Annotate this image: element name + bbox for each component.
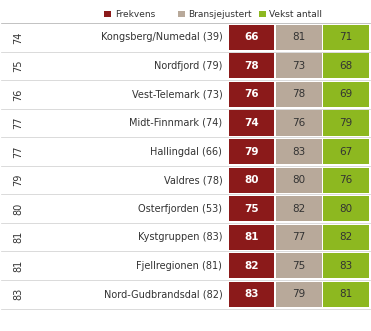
Text: 81: 81: [292, 32, 305, 42]
FancyBboxPatch shape: [178, 11, 185, 17]
FancyBboxPatch shape: [229, 53, 275, 78]
Text: Fjellregionen (81): Fjellregionen (81): [137, 261, 222, 271]
FancyBboxPatch shape: [229, 82, 275, 107]
Text: Osterfjorden (53): Osterfjorden (53): [138, 204, 222, 213]
FancyBboxPatch shape: [229, 111, 275, 136]
Text: 83: 83: [13, 288, 23, 300]
Text: 76: 76: [244, 89, 259, 99]
FancyBboxPatch shape: [259, 11, 266, 17]
Text: 75: 75: [13, 60, 23, 72]
Text: 80: 80: [292, 175, 305, 185]
Text: 77: 77: [292, 232, 305, 242]
FancyBboxPatch shape: [229, 196, 275, 221]
Text: 81: 81: [339, 289, 352, 299]
Text: 76: 76: [339, 175, 352, 185]
Text: 74: 74: [13, 31, 23, 44]
Text: Frekvens: Frekvens: [115, 10, 155, 19]
FancyBboxPatch shape: [323, 196, 369, 221]
Text: 82: 82: [292, 204, 305, 213]
Text: 80: 80: [13, 203, 23, 215]
Text: 76: 76: [292, 118, 305, 128]
Text: 76: 76: [13, 88, 23, 101]
Text: 83: 83: [244, 289, 259, 299]
Text: 74: 74: [244, 118, 259, 128]
FancyBboxPatch shape: [276, 167, 322, 193]
FancyBboxPatch shape: [276, 111, 322, 136]
Text: Bransjejustert: Bransjejustert: [188, 10, 252, 19]
Text: 66: 66: [244, 32, 259, 42]
Text: Valdres (78): Valdres (78): [164, 175, 222, 185]
FancyBboxPatch shape: [323, 253, 369, 278]
Text: 81: 81: [13, 231, 23, 243]
Text: 75: 75: [292, 261, 305, 271]
Text: 78: 78: [292, 89, 305, 99]
FancyBboxPatch shape: [323, 82, 369, 107]
Text: Kystgruppen (83): Kystgruppen (83): [138, 232, 222, 242]
Text: 83: 83: [292, 147, 305, 157]
Text: 67: 67: [339, 147, 352, 157]
FancyBboxPatch shape: [323, 111, 369, 136]
Text: 79: 79: [244, 147, 259, 157]
FancyBboxPatch shape: [323, 282, 369, 307]
Text: Hallingdal (66): Hallingdal (66): [151, 147, 222, 157]
Text: 77: 77: [13, 117, 23, 129]
FancyBboxPatch shape: [229, 253, 275, 278]
Text: 79: 79: [339, 118, 352, 128]
FancyBboxPatch shape: [323, 225, 369, 250]
FancyBboxPatch shape: [229, 282, 275, 307]
Text: 79: 79: [292, 289, 305, 299]
FancyBboxPatch shape: [323, 25, 369, 50]
Text: Nord-Gudbrandsdal (82): Nord-Gudbrandsdal (82): [104, 289, 222, 299]
Text: 77: 77: [13, 145, 23, 158]
FancyBboxPatch shape: [276, 282, 322, 307]
Text: Vekst antall: Vekst antall: [269, 10, 322, 19]
Text: Nordfjord (79): Nordfjord (79): [154, 61, 222, 71]
Text: Midt-Finnmark (74): Midt-Finnmark (74): [129, 118, 222, 128]
FancyBboxPatch shape: [323, 53, 369, 78]
FancyBboxPatch shape: [276, 225, 322, 250]
Text: 81: 81: [244, 232, 259, 242]
Text: 81: 81: [13, 260, 23, 272]
FancyBboxPatch shape: [229, 25, 275, 50]
Text: 75: 75: [244, 204, 259, 213]
FancyBboxPatch shape: [276, 139, 322, 164]
FancyBboxPatch shape: [229, 225, 275, 250]
Text: 69: 69: [339, 89, 352, 99]
Text: 83: 83: [339, 261, 352, 271]
FancyBboxPatch shape: [276, 196, 322, 221]
Text: 82: 82: [244, 261, 259, 271]
Text: 78: 78: [244, 61, 259, 71]
FancyBboxPatch shape: [323, 139, 369, 164]
FancyBboxPatch shape: [276, 253, 322, 278]
Text: 73: 73: [292, 61, 305, 71]
FancyBboxPatch shape: [105, 11, 111, 17]
Text: 82: 82: [339, 232, 352, 242]
Text: 71: 71: [339, 32, 352, 42]
FancyBboxPatch shape: [323, 167, 369, 193]
Text: Kongsberg/Numedal (39): Kongsberg/Numedal (39): [101, 32, 222, 42]
Text: Vest-Telemark (73): Vest-Telemark (73): [132, 89, 222, 99]
FancyBboxPatch shape: [229, 167, 275, 193]
FancyBboxPatch shape: [229, 139, 275, 164]
Text: 80: 80: [339, 204, 352, 213]
FancyBboxPatch shape: [276, 82, 322, 107]
FancyBboxPatch shape: [276, 53, 322, 78]
Text: 80: 80: [244, 175, 259, 185]
FancyBboxPatch shape: [276, 25, 322, 50]
Text: 68: 68: [339, 61, 352, 71]
Text: 79: 79: [13, 174, 23, 186]
